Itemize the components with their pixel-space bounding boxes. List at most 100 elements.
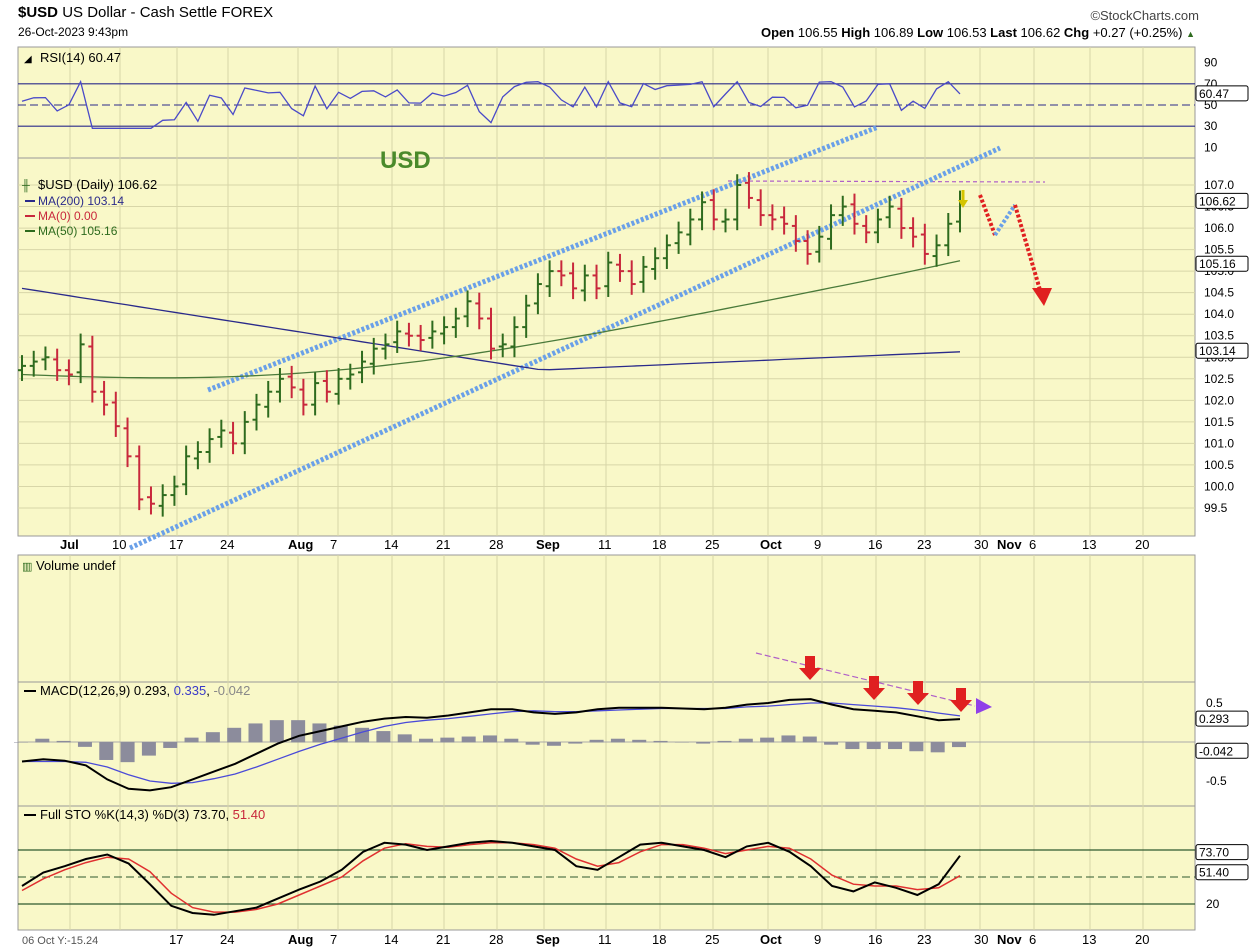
timestamp: 26-Oct-2023 9:43pm xyxy=(18,25,129,39)
rsi-line xyxy=(21,79,961,129)
up-triangle-icon: ▲ xyxy=(1186,29,1195,39)
x-axis-label: Jul xyxy=(60,537,79,552)
legend-ma50: MA(50) 105.16 xyxy=(38,224,118,238)
price-right-label-1: 105.16 xyxy=(1199,257,1236,271)
red-down-arrow-shaft xyxy=(913,681,923,693)
macd-tick-label: 0.5 xyxy=(1206,696,1223,710)
price-tick-label: 104.5 xyxy=(1204,286,1234,300)
x-axis-label: 11 xyxy=(598,537,612,552)
red-down-arrow-shaft xyxy=(805,656,815,668)
last-value: 106.62 xyxy=(1020,25,1061,40)
histogram-value: -0.042 xyxy=(213,683,250,698)
macd-histogram-bar xyxy=(440,737,455,743)
high-label: High xyxy=(841,25,871,40)
bottom-x-label: 13 xyxy=(1082,932,1096,947)
macd-histogram-bar xyxy=(14,742,28,743)
macd-histogram-bar xyxy=(696,742,711,744)
price-tick-label: 101.0 xyxy=(1204,436,1234,450)
macd-sep: , xyxy=(206,683,213,698)
macd-tick-label: -0.5 xyxy=(1206,774,1227,788)
macd-hist-label: -0.042 xyxy=(1199,744,1233,758)
bottom-x-label: 18 xyxy=(652,932,666,947)
x-axis-label: 25 xyxy=(705,537,719,552)
macd-histogram-bar xyxy=(546,742,561,746)
macd-histogram-bar xyxy=(312,723,327,743)
price-right-label-0: 106.62 xyxy=(1199,194,1236,208)
instrument-name: US Dollar - Cash Settle xyxy=(62,4,218,21)
price-right-label-0-box xyxy=(1195,192,1249,209)
macd-value-label-box xyxy=(1195,710,1249,727)
rsi-title: RSI(14) 60.47 xyxy=(40,50,121,65)
high-value: 106.89 xyxy=(873,25,914,40)
macd-histogram-bar xyxy=(77,742,92,747)
sto-k-label: 73.70 xyxy=(1199,846,1229,860)
resistance-line xyxy=(727,180,1046,183)
macd-histogram-bar xyxy=(461,736,476,743)
red-down-arrow-shaft xyxy=(869,676,879,688)
exchange: FOREX xyxy=(221,4,274,21)
macd-line xyxy=(21,698,961,792)
sto-k-line xyxy=(21,839,961,916)
x-axis-label: 16 xyxy=(868,537,882,552)
bottom-x-label: 20 xyxy=(1135,932,1149,947)
red-projection-1 xyxy=(978,194,997,236)
macd-histogram-bar xyxy=(419,738,434,743)
bottom-x-label: Sep xyxy=(536,932,560,947)
x-axis-label: 18 xyxy=(652,537,666,552)
signal-value: 0.335 xyxy=(174,683,207,698)
x-axis-label: 14 xyxy=(384,537,398,552)
macd-histogram-bar xyxy=(141,742,156,756)
macd-histogram-bar xyxy=(610,738,625,743)
low-value: 106.53 xyxy=(946,25,987,40)
macd-histogram-bar xyxy=(952,742,966,748)
red-down-arrow-icon xyxy=(799,668,821,680)
price-tick-label: 101.5 xyxy=(1204,415,1234,429)
symbol: $USD xyxy=(18,4,59,21)
red-projection-arrowhead xyxy=(1032,288,1052,306)
red-down-arrow-icon xyxy=(907,693,929,705)
macd-histogram-bar xyxy=(163,742,178,748)
chg-value: +0.27 (+0.25%) xyxy=(1092,25,1183,40)
macd-histogram-bar xyxy=(568,742,583,744)
x-axis-label: 7 xyxy=(330,537,337,552)
usd-annotation: USD xyxy=(380,147,431,174)
status-readout: 06 Oct Y:-15.24 xyxy=(22,935,98,947)
macd-histogram-bar xyxy=(738,738,753,743)
macd-divergence-line xyxy=(755,652,976,707)
legend-ma0: MA(0) 0.00 xyxy=(38,209,98,223)
macd-histogram-bar xyxy=(227,727,242,743)
bottom-x-label: 9 xyxy=(814,932,821,947)
macd-histogram-bar xyxy=(888,742,903,750)
macd-histogram-bar xyxy=(866,742,881,750)
price-bars xyxy=(18,172,964,517)
macd-histogram-bar xyxy=(674,742,689,743)
x-axis-label: Sep xyxy=(536,537,560,552)
macd-series xyxy=(14,698,966,792)
macd-histogram-bar xyxy=(802,736,817,743)
x-axis-label: 13 xyxy=(1082,537,1096,552)
bottom-x-label: Nov xyxy=(997,932,1022,947)
macd-histogram-bar xyxy=(248,723,263,743)
sto-d-label: 51.40 xyxy=(1199,866,1229,880)
price-tick-label: 104.0 xyxy=(1204,307,1234,321)
chg-label: Chg xyxy=(1063,25,1090,40)
x-axis-label: 6 xyxy=(1029,537,1036,552)
red-down-arrow-icon xyxy=(950,700,972,712)
bottom-x-label: Oct xyxy=(760,932,782,947)
macd-histogram-bar xyxy=(589,739,604,743)
x-axis-label: 23 xyxy=(917,537,931,552)
macd-histogram-bar xyxy=(397,734,412,743)
annotation-arrows xyxy=(755,190,1052,714)
legend-ma200: MA(200) 103.14 xyxy=(38,194,124,208)
macd-histogram-bar xyxy=(355,727,370,743)
macd-histogram-bar xyxy=(930,742,945,753)
bottom-x-label: 21 xyxy=(436,932,450,947)
macd-histogram-bar xyxy=(99,742,114,760)
rsi-value-label: 60.47 xyxy=(1199,87,1229,101)
macd-histogram-bar xyxy=(653,740,668,743)
bottom-x-label: 17 xyxy=(169,932,183,947)
macd-value: 0.293, xyxy=(130,683,173,698)
price-tick-label: 106.0 xyxy=(1204,221,1234,235)
last-label: Last xyxy=(990,25,1017,40)
